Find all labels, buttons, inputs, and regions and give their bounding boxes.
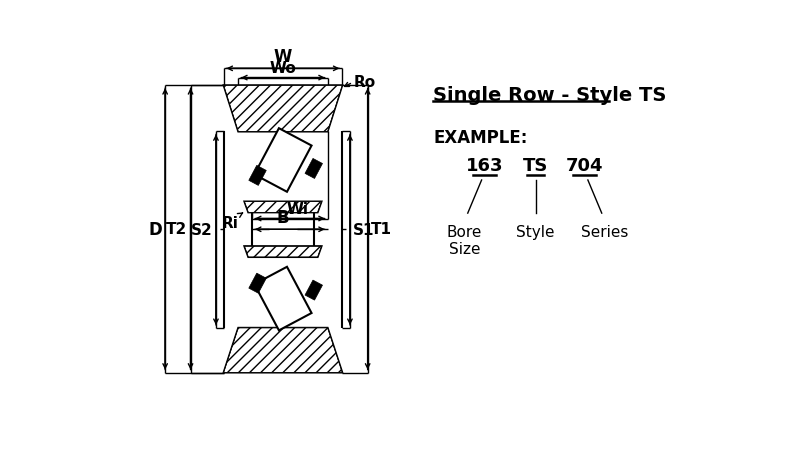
Text: W: W [274, 48, 292, 66]
Text: Bore
Size: Bore Size [447, 224, 482, 257]
Text: Single Row - Style TS: Single Row - Style TS [433, 86, 666, 105]
Text: D: D [148, 220, 162, 238]
Polygon shape [254, 129, 311, 192]
Polygon shape [224, 86, 342, 132]
Text: Wo: Wo [270, 61, 296, 76]
Polygon shape [245, 202, 322, 213]
Text: EXAMPLE:: EXAMPLE: [433, 128, 527, 147]
Polygon shape [249, 166, 266, 186]
Polygon shape [254, 267, 311, 331]
Text: S1: S1 [353, 222, 374, 238]
Polygon shape [245, 247, 322, 258]
Polygon shape [224, 328, 342, 373]
Text: TS: TS [523, 157, 548, 174]
Text: S2: S2 [191, 222, 213, 238]
Text: Ro: Ro [354, 75, 376, 90]
Text: Series: Series [581, 224, 629, 239]
Text: T1: T1 [370, 222, 392, 237]
Text: Wi: Wi [286, 202, 309, 217]
Text: Ri: Ri [222, 216, 238, 231]
Text: B: B [277, 209, 290, 227]
Polygon shape [245, 247, 322, 258]
Polygon shape [224, 328, 342, 373]
Polygon shape [224, 86, 342, 132]
Text: 704: 704 [566, 157, 603, 174]
Polygon shape [249, 273, 266, 293]
Polygon shape [305, 159, 322, 179]
Text: Style: Style [516, 224, 554, 239]
Text: T2: T2 [166, 222, 187, 237]
Text: 163: 163 [466, 157, 503, 174]
Polygon shape [245, 202, 322, 213]
Polygon shape [305, 280, 322, 300]
